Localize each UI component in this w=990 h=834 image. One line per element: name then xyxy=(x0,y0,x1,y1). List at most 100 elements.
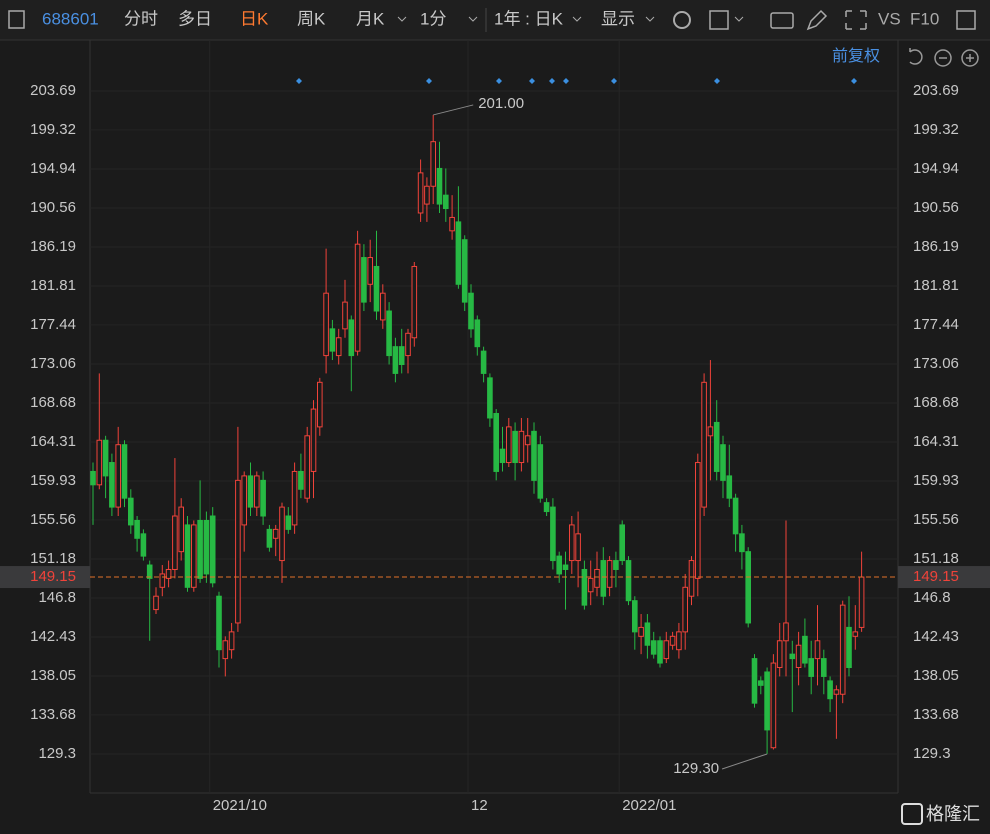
y-tick-label: 177.44 xyxy=(30,316,76,333)
candle-body xyxy=(140,533,147,557)
tab[interactable]: 多日 xyxy=(178,9,212,28)
candle-body xyxy=(159,573,166,588)
y-tick-label: 173.06 xyxy=(30,355,76,372)
candle-body xyxy=(203,519,210,575)
tab[interactable]: 显示 xyxy=(601,9,635,28)
candle-body xyxy=(726,475,733,499)
candle-body xyxy=(795,644,802,669)
candle-body xyxy=(638,626,644,637)
y-tick-label: 190.56 xyxy=(30,199,76,216)
candle-body xyxy=(165,568,172,579)
candle-body xyxy=(682,586,689,633)
candle-body xyxy=(197,519,203,579)
y-tick-label: 133.68 xyxy=(30,706,76,723)
stock-code[interactable]: 688601 xyxy=(42,9,99,28)
chevron xyxy=(572,16,582,22)
camera-icon[interactable] xyxy=(770,12,794,29)
y-tick-label-right: 129.3 xyxy=(913,745,951,762)
event-marker[interactable] xyxy=(296,78,302,84)
y-tick-label: 142.43 xyxy=(30,628,76,645)
tab[interactable]: 1分 xyxy=(420,9,446,28)
event-marker[interactable] xyxy=(549,78,555,84)
candle-body xyxy=(304,435,310,499)
candle-body xyxy=(323,292,329,357)
event-marker[interactable] xyxy=(714,78,720,84)
candle-body xyxy=(398,346,405,365)
tab-active[interactable]: 日K xyxy=(240,9,269,28)
y-tick-label-right: 168.68 xyxy=(913,394,959,411)
f10-button[interactable]: F10 xyxy=(910,9,939,28)
candle-body xyxy=(518,430,525,464)
y-tick-label-right: 181.81 xyxy=(913,277,959,294)
candle-body xyxy=(512,430,518,464)
candle-body xyxy=(285,515,292,530)
candle-body xyxy=(594,568,600,588)
candle-body xyxy=(619,524,626,562)
y-tick-label: 194.94 xyxy=(30,160,76,177)
candle-body xyxy=(272,528,279,539)
candle-body xyxy=(663,640,670,660)
event-marker[interactable] xyxy=(496,78,502,84)
candle-body xyxy=(751,658,758,704)
undo-icon[interactable] xyxy=(909,48,923,65)
candle-body xyxy=(688,560,695,597)
event-marker[interactable] xyxy=(851,78,857,84)
event-marker[interactable] xyxy=(563,78,569,84)
y-tick-label-right: 159.93 xyxy=(913,472,959,489)
candle-body xyxy=(701,381,707,508)
zoom-out[interactable] xyxy=(934,49,952,67)
candle-body xyxy=(424,185,430,205)
vs-button[interactable]: VS xyxy=(878,9,901,28)
low-leader xyxy=(721,753,768,770)
candle-body xyxy=(172,515,178,570)
x-tick-label: 2021/10 xyxy=(213,797,267,814)
zoom-in[interactable] xyxy=(961,49,979,67)
y-tick-label-right: 164.31 xyxy=(913,433,959,450)
y-tick-label: 168.68 xyxy=(30,394,76,411)
candle-body xyxy=(405,332,411,357)
fullscreen-icon[interactable] xyxy=(845,10,867,30)
candle-body xyxy=(96,439,103,486)
candle-body xyxy=(90,470,96,486)
candle-body xyxy=(764,671,770,731)
panel-icon[interactable] xyxy=(956,10,976,30)
y-tick-label-right: 203.69 xyxy=(913,82,959,99)
tab[interactable]: 1年 : 日K xyxy=(494,9,564,28)
settings-icon[interactable] xyxy=(673,11,691,29)
candle-body xyxy=(329,328,336,352)
y-tick-label: 138.05 xyxy=(30,667,76,684)
panel-icon[interactable] xyxy=(8,10,25,29)
candle-body xyxy=(569,524,575,562)
chevron xyxy=(468,16,478,22)
plot: 203.69 203.69 199.32 199.32 194.94 194.94 190.… xyxy=(0,40,990,814)
y-tick-label-right: 186.19 xyxy=(913,238,959,255)
y-tick-label-right: 190.56 xyxy=(913,199,959,216)
tab[interactable]: 分时 xyxy=(124,9,158,28)
candle-body xyxy=(556,555,563,575)
candle-body xyxy=(317,381,323,428)
event-marker[interactable] xyxy=(529,78,535,84)
y-tick-label-right: 146.8 xyxy=(913,589,951,606)
tab[interactable]: 周K xyxy=(297,9,326,28)
y-tick-label-right: 173.06 xyxy=(913,355,959,372)
candle-body xyxy=(858,576,865,628)
event-marker[interactable] xyxy=(426,78,432,84)
candle-body xyxy=(109,462,115,508)
adjust-mode[interactable]: 前复权 xyxy=(832,47,880,65)
candle-body xyxy=(121,444,128,499)
candle-body xyxy=(562,564,569,570)
candle-body xyxy=(480,350,487,374)
tab[interactable]: 月K xyxy=(356,9,385,28)
candle-body xyxy=(758,680,764,686)
box-icon[interactable] xyxy=(709,10,729,30)
candle-body xyxy=(669,635,676,646)
event-marker[interactable] xyxy=(611,78,617,84)
candle-body xyxy=(102,439,109,477)
candle-body xyxy=(386,310,392,357)
pen-icon[interactable] xyxy=(806,9,828,31)
candle-body xyxy=(783,622,789,642)
candle-body xyxy=(260,479,266,517)
candle-body xyxy=(770,662,777,749)
y-tick-label-right: 199.32 xyxy=(913,121,959,138)
candle-body xyxy=(833,689,840,695)
